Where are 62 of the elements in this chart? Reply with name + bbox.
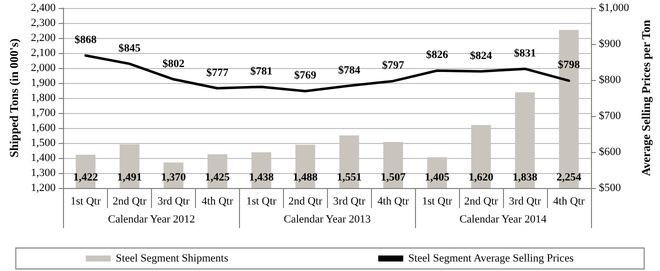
y-tick-label: 2,300 <box>30 17 56 29</box>
data-label: $781 <box>250 65 272 78</box>
data-label: $769 <box>294 70 317 82</box>
data-label: 1,491 <box>117 172 142 184</box>
legend-label: Steel Segment Average Selling Prices <box>408 252 574 264</box>
y-tick-label: 1,200 <box>30 182 56 194</box>
data-label: $797 <box>382 60 405 72</box>
data-label: $868 <box>74 34 98 46</box>
y2-axis-title: Average Selling Prices per Ton <box>639 20 653 176</box>
x-tick-label: 2nd Qtr <box>464 196 498 208</box>
data-label: $826 <box>426 49 449 62</box>
y2-tick-label: $1,000 <box>598 2 630 14</box>
x-tick-label: 2nd Qtr <box>288 196 323 208</box>
data-label: 1,551 <box>336 172 362 184</box>
y-tick-label: 1,700 <box>30 107 56 119</box>
y-axis-title: Shipped Tons (in 000's) <box>7 38 21 158</box>
y2-tick-label: $800 <box>598 74 622 86</box>
y-tick-label: 1,600 <box>30 122 56 134</box>
data-label: $777 <box>206 66 229 79</box>
y-tick-label: 2,400 <box>30 2 56 14</box>
x-tick-label: 1st Qtr <box>422 196 453 208</box>
x-tick-label: 4th Qtr <box>202 196 234 208</box>
y-tick-label: 1,900 <box>30 77 56 89</box>
data-label: $845 <box>118 42 142 54</box>
x-tick-label: 3rd Qtr <box>508 196 542 208</box>
x-tick-label: 4th Qtr <box>553 196 585 208</box>
data-label: $824 <box>470 50 493 62</box>
y-tick-label: 1,500 <box>30 137 56 149</box>
data-label: 1,507 <box>380 172 406 184</box>
y2-tick-label: $700 <box>598 110 622 122</box>
y-tick-label: 2,000 <box>30 62 56 74</box>
y-tick-label: 1,300 <box>30 167 56 179</box>
data-label: 2,254 <box>556 172 582 184</box>
data-label: 1,620 <box>468 172 494 184</box>
y-tick-label: 2,200 <box>30 32 56 44</box>
data-label: $784 <box>338 64 361 76</box>
data-label: 1,370 <box>161 172 186 184</box>
x-tick-label: 4th Qtr <box>377 196 410 208</box>
y-tick-label: 2,100 <box>30 47 56 59</box>
data-label: 1,838 <box>512 172 538 184</box>
data-label: 1,422 <box>73 172 98 184</box>
y2-tick-label: $900 <box>598 38 622 50</box>
legend-label: Steel Segment Shipments <box>116 252 228 264</box>
y2-tick-label: $600 <box>598 146 622 158</box>
x-tick-label: 1st Qtr <box>70 196 102 208</box>
data-label: 1,425 <box>205 172 230 184</box>
x-tick-label: 1st Qtr <box>246 196 277 208</box>
data-label: 1,488 <box>292 172 318 184</box>
text: Calendar Year 2014 <box>459 214 548 226</box>
x-tick-label: 2nd Qtr <box>112 196 147 208</box>
data-label: 1,405 <box>424 172 450 184</box>
y-tick-label: 1,800 <box>30 92 56 104</box>
data-label: 1,438 <box>248 172 274 184</box>
y2-tick-label: $500 <box>598 182 622 194</box>
x-tick-label: 3rd Qtr <box>333 196 366 208</box>
x-tick-label: 3rd Qtr <box>157 196 190 208</box>
y-tick-label: 1,400 <box>30 152 56 164</box>
data-label: $802 <box>162 58 185 70</box>
text: Calendar Year 2013 <box>284 214 372 226</box>
data-label: $798 <box>558 59 580 72</box>
data-label: $831 <box>514 47 536 60</box>
text: Calendar Year 2012 <box>108 214 196 226</box>
